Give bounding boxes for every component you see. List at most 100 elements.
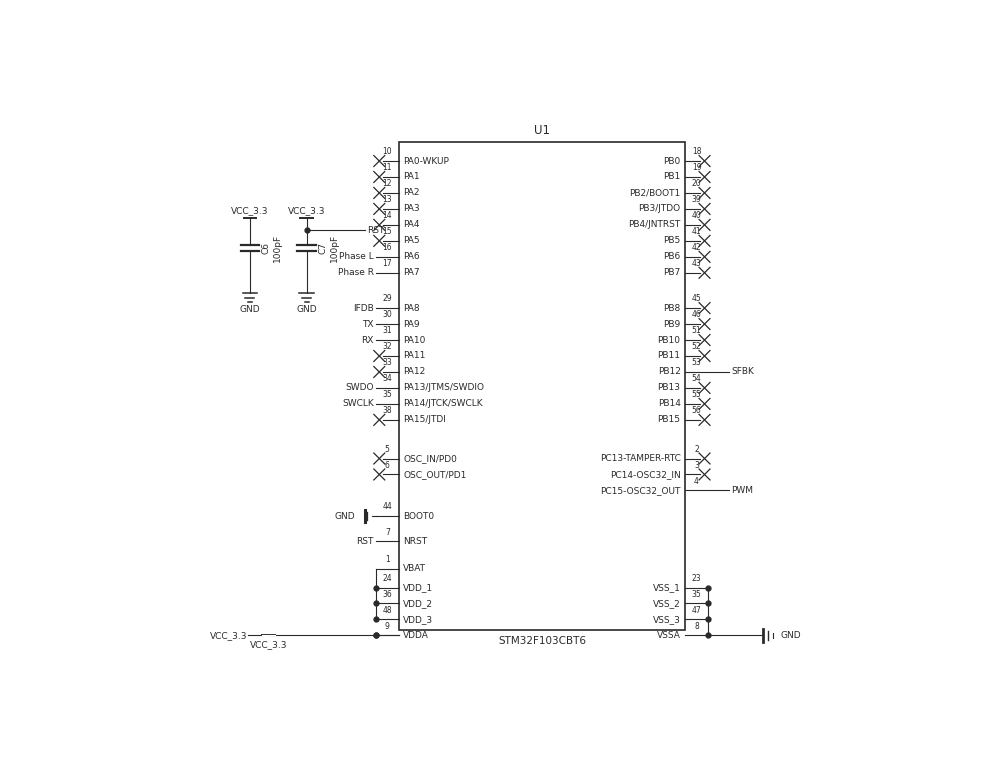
Text: PB9: PB9 — [663, 319, 681, 329]
Text: 100pF: 100pF — [330, 234, 339, 262]
Bar — [399, 142, 685, 630]
Text: Phase R: Phase R — [338, 268, 374, 277]
Text: PB8: PB8 — [663, 303, 681, 312]
Text: VSS_2: VSS_2 — [653, 599, 681, 608]
Text: 45: 45 — [692, 294, 701, 303]
Text: 32: 32 — [382, 342, 392, 351]
Text: 39: 39 — [692, 196, 701, 204]
Text: 18: 18 — [692, 147, 701, 157]
Text: PC14-OSC32_IN: PC14-OSC32_IN — [610, 470, 681, 479]
Text: SWDO: SWDO — [345, 384, 374, 393]
Text: OSC_IN/PD0: OSC_IN/PD0 — [403, 454, 457, 463]
Text: 6: 6 — [385, 461, 390, 470]
Text: GND: GND — [240, 305, 260, 314]
Text: PB4/JNTRST: PB4/JNTRST — [628, 220, 681, 229]
Text: 29: 29 — [382, 294, 392, 303]
Text: 48: 48 — [382, 606, 392, 615]
Text: 36: 36 — [382, 590, 392, 599]
Text: 15: 15 — [382, 227, 392, 236]
Text: VDD_2: VDD_2 — [403, 599, 433, 608]
Text: PA4: PA4 — [403, 220, 420, 229]
Text: PC13-TAMPER-RTC: PC13-TAMPER-RTC — [600, 454, 681, 463]
Text: 42: 42 — [692, 243, 701, 252]
Text: 2: 2 — [694, 445, 699, 454]
Text: 23: 23 — [692, 574, 701, 583]
Text: Phase L: Phase L — [339, 252, 374, 261]
Text: 38: 38 — [382, 406, 392, 415]
Text: PB13: PB13 — [658, 384, 681, 393]
Text: 46: 46 — [692, 310, 701, 319]
Text: 30: 30 — [382, 310, 392, 319]
Text: 34: 34 — [382, 374, 392, 384]
Text: TX: TX — [362, 319, 374, 329]
Text: 9: 9 — [385, 622, 390, 631]
Text: PA5: PA5 — [403, 236, 420, 245]
Text: VBAT: VBAT — [403, 564, 426, 573]
Text: 41: 41 — [692, 227, 701, 236]
Text: 16: 16 — [382, 243, 392, 252]
Text: PB15: PB15 — [658, 416, 681, 424]
Text: RX: RX — [361, 335, 374, 345]
Text: RST: RST — [356, 537, 374, 545]
Text: SFBK: SFBK — [731, 367, 754, 377]
Text: RST: RST — [368, 226, 385, 235]
Text: PA12: PA12 — [403, 367, 425, 377]
Text: PB3/JTDO: PB3/JTDO — [638, 205, 681, 213]
Text: PA8: PA8 — [403, 303, 420, 312]
Text: C7: C7 — [318, 242, 327, 254]
Text: 35: 35 — [382, 390, 392, 400]
Text: PB2/BOOT1: PB2/BOOT1 — [629, 189, 681, 197]
Text: PA14/JTCK/SWCLK: PA14/JTCK/SWCLK — [403, 400, 483, 409]
Text: PB11: PB11 — [658, 351, 681, 361]
Text: 51: 51 — [692, 326, 701, 335]
Text: PA6: PA6 — [403, 252, 420, 261]
Text: NRST: NRST — [403, 537, 427, 545]
Text: PC15-OSC32_OUT: PC15-OSC32_OUT — [600, 486, 681, 495]
Text: PB12: PB12 — [658, 367, 681, 377]
Text: VDD_3: VDD_3 — [403, 615, 433, 624]
Text: BOOT0: BOOT0 — [403, 512, 434, 520]
Text: 53: 53 — [692, 358, 701, 367]
Text: VCC_3.3: VCC_3.3 — [210, 631, 248, 640]
Text: 10: 10 — [382, 147, 392, 157]
Text: PB6: PB6 — [663, 252, 681, 261]
Text: PA15/JTDI: PA15/JTDI — [403, 416, 446, 424]
Text: SWCLK: SWCLK — [342, 400, 374, 409]
Text: PA0-WKUP: PA0-WKUP — [403, 157, 449, 166]
Text: PA10: PA10 — [403, 335, 426, 345]
Text: 33: 33 — [382, 358, 392, 367]
Text: 1: 1 — [385, 555, 390, 564]
Text: GND: GND — [334, 512, 355, 520]
Text: VCC_3.3: VCC_3.3 — [250, 640, 288, 649]
Text: 24: 24 — [382, 574, 392, 583]
Text: IFDB: IFDB — [353, 303, 374, 312]
Text: 43: 43 — [692, 259, 701, 268]
Text: PA13/JTMS/SWDIO: PA13/JTMS/SWDIO — [403, 384, 484, 393]
Text: PA2: PA2 — [403, 189, 420, 197]
Text: PA1: PA1 — [403, 173, 420, 182]
Text: 44: 44 — [382, 503, 392, 511]
Text: 12: 12 — [383, 180, 392, 188]
Text: PB5: PB5 — [663, 236, 681, 245]
Text: 14: 14 — [382, 212, 392, 220]
Text: GND: GND — [780, 631, 801, 640]
Text: PA11: PA11 — [403, 351, 426, 361]
Text: 47: 47 — [692, 606, 701, 615]
Text: PB1: PB1 — [663, 173, 681, 182]
Text: VDDA: VDDA — [403, 631, 429, 640]
Text: PB10: PB10 — [658, 335, 681, 345]
Text: 19: 19 — [692, 163, 701, 173]
Text: VDD_1: VDD_1 — [403, 583, 433, 592]
Text: PA3: PA3 — [403, 205, 420, 213]
Text: C6: C6 — [262, 242, 271, 254]
Text: VCC_3.3: VCC_3.3 — [231, 206, 269, 215]
Text: VSSA: VSSA — [657, 631, 681, 640]
Text: PB0: PB0 — [663, 157, 681, 166]
Text: PWM: PWM — [731, 486, 753, 495]
Text: PB14: PB14 — [658, 400, 681, 409]
Text: 100pF: 100pF — [273, 234, 282, 262]
Text: STM32F103CBT6: STM32F103CBT6 — [498, 636, 586, 646]
Text: OSC_OUT/PD1: OSC_OUT/PD1 — [403, 470, 467, 479]
Text: 56: 56 — [692, 406, 701, 415]
Text: 55: 55 — [692, 390, 701, 400]
